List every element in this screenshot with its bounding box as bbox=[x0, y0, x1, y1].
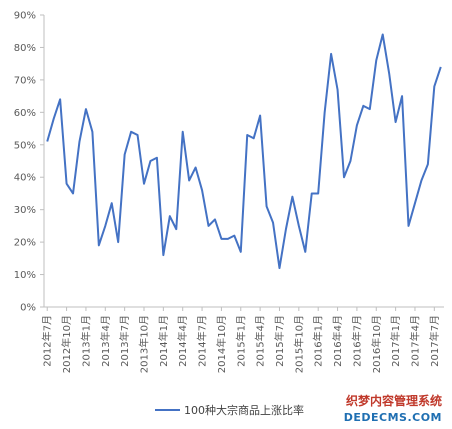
x-tick-label: 2015年4月 bbox=[254, 315, 267, 367]
series-layer bbox=[46, 33, 442, 270]
y-tick-label: 30% bbox=[14, 205, 36, 216]
y-tick-label: 60% bbox=[14, 108, 36, 119]
x-tick-label: 2015年1月 bbox=[234, 315, 247, 367]
y-tick-label: 20% bbox=[14, 238, 36, 249]
x-tick-label: 2016年7月 bbox=[350, 315, 363, 367]
y-tick-label: 10% bbox=[14, 270, 36, 281]
x-tick-label: 2017年1月 bbox=[389, 315, 402, 367]
y-tick-label: 90% bbox=[14, 11, 36, 22]
x-tick-label: 2014年4月 bbox=[176, 315, 189, 367]
watermark: 织梦内容管理系统 DEDECMS.COM bbox=[344, 393, 442, 424]
x-tick-label: 2015年7月 bbox=[273, 315, 286, 367]
x-tick-label: 2014年7月 bbox=[196, 315, 209, 367]
series-line bbox=[46, 33, 442, 270]
x-tick-label: 2015年10月 bbox=[292, 315, 305, 373]
x-tick-label: 2012年10月 bbox=[60, 315, 73, 373]
legend: 100种大宗商品上涨比率 bbox=[155, 403, 304, 417]
x-tick-label: 2017年7月 bbox=[428, 315, 441, 367]
x-tick-label: 2016年10月 bbox=[370, 315, 383, 373]
y-tick-label: 0% bbox=[20, 303, 36, 314]
y-axis-tick-labels: 0% 10% 20% 30% 40% 50% 60% 70% 80% 90% bbox=[14, 11, 36, 314]
x-tick-label: 2013年10月 bbox=[138, 315, 151, 373]
axes bbox=[40, 14, 444, 311]
x-tick-label: 2014年1月 bbox=[157, 315, 170, 367]
watermark-en: DEDECMS.COM bbox=[344, 411, 442, 424]
x-tick-label: 2013年7月 bbox=[118, 315, 131, 367]
legend-label: 100种大宗商品上涨比率 bbox=[184, 403, 304, 417]
x-tick-label: 2013年4月 bbox=[99, 315, 112, 367]
y-tick-label: 80% bbox=[14, 43, 36, 54]
x-tick-label: 2016年4月 bbox=[331, 315, 344, 367]
x-axis-tick-labels: 2012年7月 2012年10月 2013年1月 2013年4月 2013年7月 2013… bbox=[41, 315, 441, 373]
y-tick-label: 40% bbox=[14, 173, 36, 184]
watermark-cn: 织梦内容管理系统 bbox=[346, 393, 442, 408]
x-tick-label: 2016年1月 bbox=[312, 315, 325, 367]
x-tick-label: 2012年7月 bbox=[41, 315, 54, 367]
x-tick-label: 2013年1月 bbox=[79, 315, 92, 367]
y-tick-label: 70% bbox=[14, 75, 36, 86]
x-tick-label: 2017年4月 bbox=[408, 315, 421, 367]
y-tick-label: 50% bbox=[14, 140, 36, 151]
x-tick-label: 2014年10月 bbox=[215, 315, 228, 373]
